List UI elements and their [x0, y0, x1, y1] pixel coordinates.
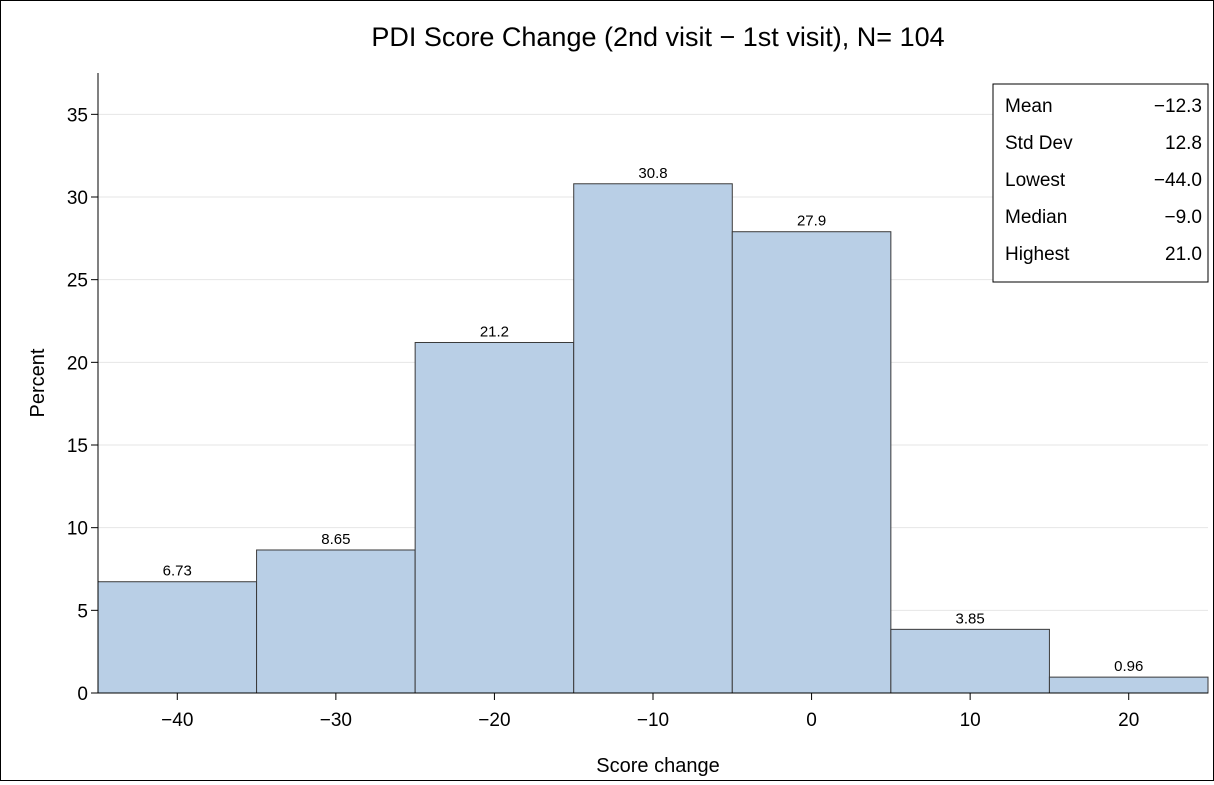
y-tick-label: 15	[67, 436, 88, 457]
y-axis-title: Percent	[27, 348, 49, 417]
y-tick-label: 30	[67, 188, 88, 209]
bar-value-label: 8.65	[321, 531, 350, 548]
x-axis-title: Score change	[596, 755, 719, 777]
histogram-bar	[256, 549, 416, 694]
x-tick-label: −20	[478, 710, 510, 731]
bar-value-label: 30.8	[638, 165, 667, 182]
stats-value: 12.8	[1165, 133, 1202, 154]
x-tick-label: 20	[1118, 710, 1139, 731]
y-tick-label: 20	[67, 353, 88, 374]
bar-value-label: 3.85	[956, 610, 985, 627]
histogram-bar	[731, 231, 892, 694]
stats-label: Median	[1005, 207, 1067, 228]
x-tick-label: −10	[637, 710, 669, 731]
stats-label: Lowest	[1005, 170, 1066, 191]
stats-value: 21.0	[1165, 244, 1202, 265]
histogram-bar	[97, 581, 258, 694]
stats-label: Highest	[1005, 244, 1070, 265]
stats-value: −9.0	[1164, 207, 1202, 228]
bar-value-label: 21.2	[480, 323, 509, 340]
y-tick-label: 0	[77, 684, 88, 705]
x-tick-label: −30	[320, 710, 352, 731]
histogram-bar	[414, 341, 575, 694]
stats-label: Std Dev	[1005, 133, 1073, 154]
chart-title: PDI Score Change (2nd visit − 1st visit)…	[371, 22, 944, 52]
stats-label: Mean	[1005, 96, 1053, 117]
x-tick-label: −40	[161, 710, 193, 731]
stats-value: −44.0	[1154, 170, 1202, 191]
y-tick-label: 25	[67, 271, 88, 292]
y-tick-label: 10	[67, 519, 88, 540]
stats-value: −12.3	[1154, 96, 1202, 117]
stats-box	[992, 83, 1209, 283]
y-tick-label: 35	[67, 105, 88, 126]
histogram-bar	[1048, 676, 1209, 694]
histogram-bar	[890, 628, 1050, 694]
y-tick-label: 5	[77, 601, 88, 622]
histogram-bar	[573, 183, 733, 694]
bar-value-label: 0.96	[1114, 658, 1143, 675]
bar-value-label: 27.9	[797, 213, 826, 230]
x-tick-label: 0	[806, 710, 817, 731]
x-tick-label: 10	[960, 710, 981, 731]
bar-value-label: 6.73	[163, 563, 192, 580]
